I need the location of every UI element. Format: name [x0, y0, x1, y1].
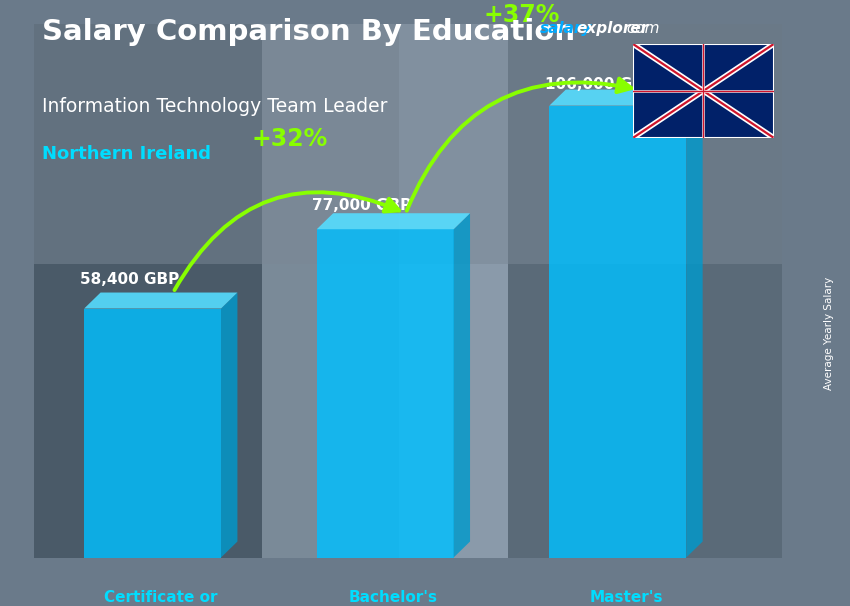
Polygon shape: [633, 44, 774, 138]
Text: +37%: +37%: [484, 3, 560, 27]
Polygon shape: [84, 308, 221, 558]
Text: Certificate or
Diploma: Certificate or Diploma: [104, 590, 218, 606]
Polygon shape: [317, 229, 454, 558]
Text: Average Yearly Salary: Average Yearly Salary: [824, 277, 834, 390]
Bar: [399, 24, 508, 558]
Bar: [262, 24, 399, 558]
Polygon shape: [686, 90, 703, 558]
Polygon shape: [84, 293, 237, 308]
Bar: [508, 24, 782, 558]
Polygon shape: [221, 293, 237, 558]
Text: Northern Ireland: Northern Ireland: [42, 145, 212, 164]
Text: +32%: +32%: [252, 127, 327, 150]
Polygon shape: [549, 105, 686, 558]
Text: Salary Comparison By Education: Salary Comparison By Education: [42, 18, 575, 46]
Bar: [34, 24, 782, 264]
Text: explorer: explorer: [576, 21, 649, 36]
Bar: [34, 24, 262, 558]
Polygon shape: [454, 213, 470, 558]
Text: salary: salary: [540, 21, 592, 36]
Text: 58,400 GBP: 58,400 GBP: [80, 272, 178, 287]
Text: .com: .com: [622, 21, 660, 36]
Polygon shape: [317, 213, 470, 229]
Text: 77,000 GBP: 77,000 GBP: [312, 198, 411, 213]
Polygon shape: [549, 90, 703, 105]
Text: Master's
Degree: Master's Degree: [589, 590, 663, 606]
Text: Bachelor's
Degree: Bachelor's Degree: [348, 590, 438, 606]
Text: Information Technology Team Leader: Information Technology Team Leader: [42, 97, 388, 116]
Text: 106,000 GBP: 106,000 GBP: [545, 77, 654, 92]
